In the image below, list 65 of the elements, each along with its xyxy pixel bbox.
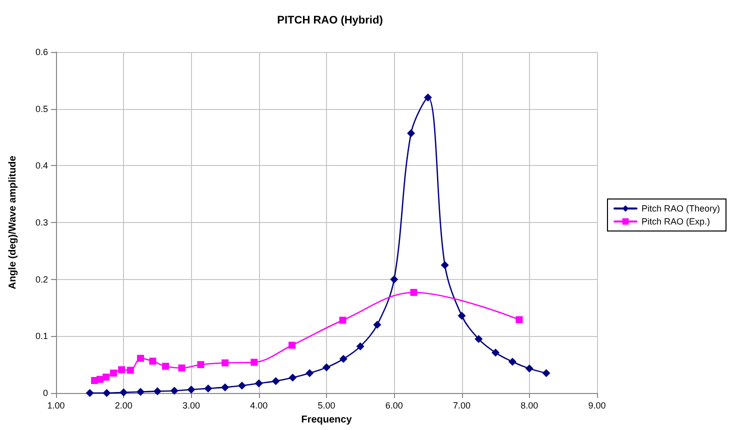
point [492, 348, 500, 357]
y-tick-label: 0.5 [35, 104, 48, 114]
point [86, 389, 94, 397]
point [322, 363, 330, 372]
point [440, 261, 449, 270]
point [170, 386, 178, 395]
point [272, 377, 280, 386]
point [126, 366, 134, 374]
point [197, 361, 204, 368]
x-tick-label: 2.00 [114, 400, 132, 410]
point [356, 342, 364, 350]
y-tick-label: 0.2 [35, 274, 48, 284]
point [254, 379, 263, 388]
point [136, 388, 145, 396]
point [525, 364, 534, 373]
x-tick-label: 9.00 [588, 400, 606, 410]
x-axis-title: Frequency [301, 414, 352, 426]
x-tick-label: 3.00 [182, 400, 200, 410]
point [373, 320, 382, 329]
x-tick-label: 5.00 [318, 400, 336, 410]
point [153, 387, 162, 396]
point [306, 369, 314, 378]
point [288, 342, 296, 349]
y-tick-label: 0.1 [35, 331, 48, 342]
legend-label: Pitch RAO (Exp.) [641, 216, 710, 226]
point [339, 316, 346, 324]
point [516, 316, 523, 324]
chart-title: PITCH RAO (Hybrid) [277, 14, 384, 26]
legend-label: Pitch RAO (Theory) [641, 204, 720, 214]
y-tick-label: 0 [42, 388, 48, 398]
x-tick-label: 1.00 [47, 400, 65, 410]
x-tick-label: 7.00 [452, 400, 471, 410]
point [110, 370, 117, 377]
point [542, 369, 550, 378]
y-axis-title: Angle (deg)/Wave amplitude [8, 155, 18, 290]
x-tick-label: 4.00 [250, 400, 268, 410]
point [204, 384, 212, 392]
point [178, 364, 186, 372]
point [508, 358, 516, 366]
y-tick-label: 0.6 [35, 47, 48, 57]
point [288, 374, 297, 382]
x-tick-label: 8.00 [520, 400, 538, 410]
x-tick-label: 6.00 [385, 400, 403, 410]
point [424, 93, 432, 102]
y-tick-label: 0.4 [35, 160, 48, 171]
point [149, 358, 156, 365]
point [390, 275, 398, 284]
point [221, 383, 230, 392]
point [137, 354, 144, 362]
point [102, 389, 111, 397]
point [162, 362, 170, 370]
point [407, 129, 416, 138]
point [339, 354, 348, 363]
point [118, 366, 126, 374]
y-tick-label: 0.3 [35, 218, 48, 228]
point [250, 358, 258, 366]
point [238, 382, 246, 390]
point [410, 288, 418, 296]
point [222, 359, 229, 366]
point [458, 312, 466, 320]
point [102, 374, 110, 381]
point [96, 376, 104, 383]
point [120, 388, 128, 396]
point [474, 335, 483, 344]
point [187, 386, 196, 394]
